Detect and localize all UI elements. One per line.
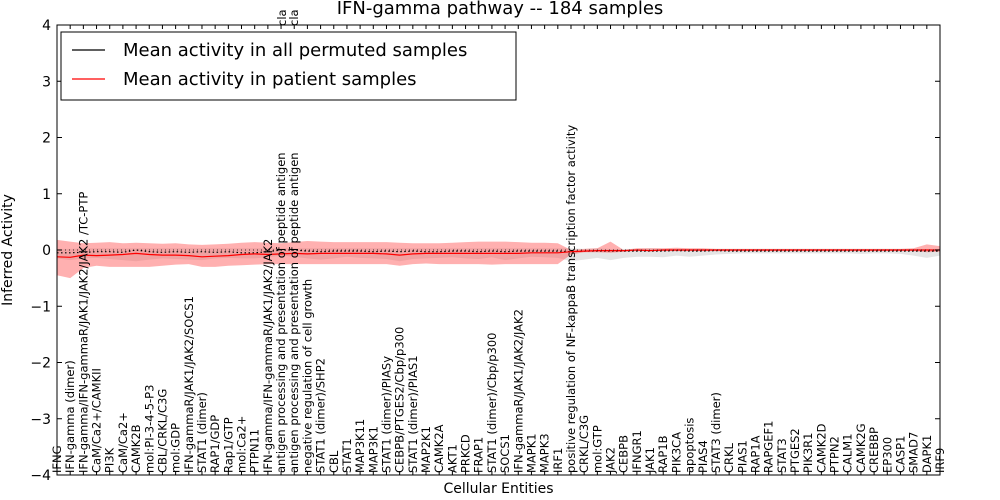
legend-label-permuted: Mean activity in all permuted samples <box>123 40 467 61</box>
legend: Mean activity in all permuted samples Me… <box>60 31 517 101</box>
x-tick-label: IFN-gamma/IFN-gammaR/JAK1/JAK2/JAK2 <box>261 239 275 473</box>
band-permuted <box>57 248 940 262</box>
x-tick-label: CREBBP <box>867 427 881 473</box>
x-tick-label: STAT1 (dimer)/SHP2 <box>314 358 328 473</box>
series-line-patient <box>56 249 940 258</box>
truncated-top-label: cla <box>275 9 289 26</box>
y-axis-label: Inferred Activity <box>0 194 16 306</box>
x-tick-label: PI3K <box>103 447 117 473</box>
x-tick-label: CALM1 <box>841 433 855 473</box>
x-tick-label: IFN-gamma/IFN-gammaR/JAK1/JAK2/JAK2 /TC-… <box>76 192 90 473</box>
y-tick-label: 2 <box>42 131 51 147</box>
x-tick-label: PIK3R1 <box>801 433 815 474</box>
x-tick-label: JAK2 <box>604 447 618 474</box>
x-tick-label: STAT1 (dimer)/PIAS1 <box>406 355 420 473</box>
x-tick-label: CEBPB <box>617 435 631 473</box>
y-tick-label: −1 <box>30 299 51 315</box>
x-tick-label: antigen processing and presentation of p… <box>287 152 301 473</box>
x-tick-label: EP300 <box>880 437 894 473</box>
x-tick-label: mol:PI-3-4-5-P3 <box>142 385 156 473</box>
x-tick-label: STAT1 <box>340 438 354 473</box>
y-tick-label: −3 <box>30 412 51 428</box>
x-tick-label: SOCS1 <box>498 434 512 473</box>
legend-label-patient: Mean activity in patient samples <box>123 69 417 90</box>
x-tick-label: SMAD7 <box>907 432 921 473</box>
x-tick-label: CAMK2B <box>129 424 143 473</box>
x-tick-label: RAPGEF1 <box>762 421 776 473</box>
x-tick-label: PIAS1 <box>735 440 749 473</box>
x-tick-label: MAPK3 <box>538 433 552 473</box>
x-tick-label: AKT1 <box>445 444 459 473</box>
x-tick-label: PIAS4 <box>696 440 710 473</box>
y-tick-label: −2 <box>30 356 51 372</box>
confidence-bands <box>57 239 940 279</box>
x-tick-label: STAT1 (dimer)/Cbp/p300 <box>485 332 499 473</box>
x-tick-label: MAP2K1 <box>419 426 433 473</box>
x-tick-label: CEBPB/PTGES2/Cbp/p300 <box>393 327 407 473</box>
x-tick-label: DAPK1 <box>920 435 934 473</box>
x-axis <box>56 25 941 475</box>
x-tick-label: CRKL/C3G <box>577 415 591 473</box>
x-tick-label: STAT1 (dimer)/PIASy <box>379 356 393 473</box>
x-tick-label: CaM/Ca2+ <box>116 412 130 473</box>
x-tick-label: CASP1 <box>893 436 907 473</box>
x-tick-label: IRF1 <box>551 448 565 473</box>
x-tick-label: mol:GDP <box>169 423 183 473</box>
x-tick-label: IFNGR1 <box>630 430 644 473</box>
x-tick-label: antigen processing and presentation of p… <box>274 152 288 473</box>
x-tick-label: IFN-gammaR/JAK1/JAK2/SOCS1 <box>182 296 196 473</box>
y-tick-label: 3 <box>42 74 51 90</box>
category-labels: IFNG IFN-gamma (dimer) IFN-gamma/IFN-gamma… <box>50 125 947 474</box>
x-tick-label: CRKL <box>722 442 736 473</box>
x-tick-label: STAT1 (dimer) <box>195 392 209 473</box>
x-tick-label: CAMK2A <box>432 424 446 473</box>
x-tick-label: PTGES2 <box>788 428 802 473</box>
x-tick-label: CAMK2G <box>854 423 868 473</box>
x-tick-label: MAP3K11 <box>353 419 367 473</box>
x-tick-label: PIK3CA <box>669 432 683 473</box>
y-tick-label: 4 <box>42 18 51 34</box>
y-tick-label: 1 <box>42 187 51 203</box>
series-lines <box>56 249 940 258</box>
y-tick-label: −4 <box>30 468 51 484</box>
x-tick-label: positive regulation of NF-kappaB transcr… <box>564 125 578 473</box>
x-tick-label: apoptosis <box>683 418 697 473</box>
x-tick-label: mol:GTP <box>590 425 604 473</box>
x-tick-label: CaM/Ca2+/CAMKII <box>90 368 104 473</box>
x-tick-label: IFN-gamma (dimer) <box>63 360 77 473</box>
x-tick-label: IFN-gammaR/JAK1/JAK2/JAK2 <box>511 309 525 473</box>
x-tick-label: JAK1 <box>643 447 657 474</box>
series-line-permuted <box>57 249 940 254</box>
x-tick-label: STAT3 <box>775 438 789 473</box>
x-tick-label: STAT3 (dimer) <box>709 392 723 473</box>
y-tick-label: 0 <box>42 243 51 259</box>
x-tick-label: PTPN2 <box>828 436 842 473</box>
x-tick-label: PRKCD <box>459 434 473 473</box>
x-tick-label: MAPK1 <box>524 433 538 473</box>
x-tick-label: FRAP1 <box>472 437 486 473</box>
x-tick-label: RAP1/GDP <box>208 415 222 473</box>
x-tick-label: Rap1/GTP <box>221 417 235 473</box>
x-tick-label: RAP1A <box>748 435 762 473</box>
x-tick-label: mol:Ca2+ <box>235 416 249 473</box>
x-tick-label: CBL <box>327 450 341 473</box>
x-tick-label: RAP1B <box>656 435 670 473</box>
y-axis: 4 3 2 1 0 −1 −2 −3 −4 <box>30 18 940 484</box>
x-tick-label: CAMK2D <box>814 423 828 473</box>
truncated-top-label: cla <box>287 9 301 26</box>
x-axis-label: Cellular Entities <box>443 481 553 497</box>
chart-title: IFN-gamma pathway -- 184 samples <box>337 0 664 19</box>
x-tick-label: negative regulation of cell growth <box>300 279 314 473</box>
x-tick-label: MAP3K1 <box>366 426 380 473</box>
x-tick-label: IFNG <box>50 445 64 473</box>
x-tick-label: CBL/CRKL/C3G <box>155 389 169 473</box>
x-tick-label: IRF9 <box>933 448 947 473</box>
band-patient <box>57 239 940 279</box>
x-tick-label: PTPN11 <box>248 429 262 473</box>
legend-box <box>60 31 517 101</box>
